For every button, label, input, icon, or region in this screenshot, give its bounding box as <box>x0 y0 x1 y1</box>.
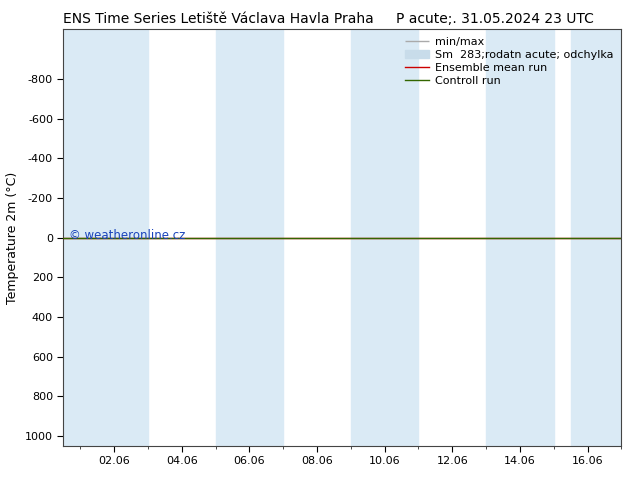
Bar <box>571 29 621 446</box>
Bar <box>216 29 283 446</box>
Bar <box>63 29 148 446</box>
Text: ENS Time Series Letiště Václava Havla Praha: ENS Time Series Letiště Václava Havla Pr… <box>63 12 374 26</box>
Legend: min/max, Sm  283;rodatn acute; odchylka, Ensemble mean run, Controll run: min/max, Sm 283;rodatn acute; odchylka, … <box>401 33 618 90</box>
Text: P acute;. 31.05.2024 23 UTC: P acute;. 31.05.2024 23 UTC <box>396 12 594 26</box>
Bar <box>351 29 418 446</box>
Bar <box>486 29 553 446</box>
Y-axis label: Temperature 2m (°C): Temperature 2m (°C) <box>6 172 20 304</box>
Text: © weatheronline.cz: © weatheronline.cz <box>69 229 185 242</box>
